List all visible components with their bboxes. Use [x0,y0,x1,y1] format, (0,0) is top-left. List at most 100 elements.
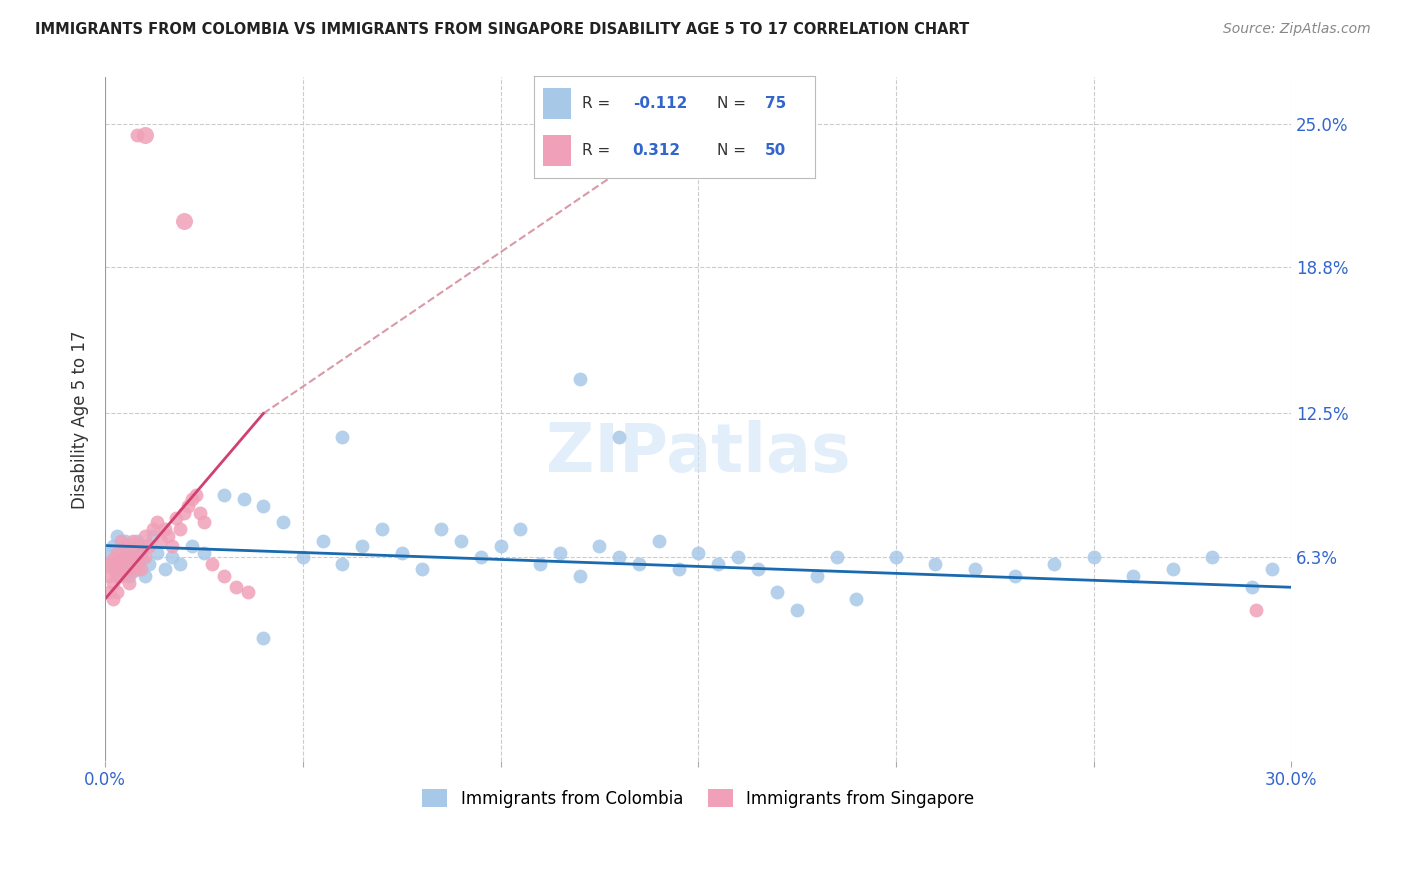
Point [201,557,224,571]
Point [568,568,591,582]
Point [134,128,156,143]
Point [101,557,124,571]
Point [169,522,191,536]
Point [252,499,274,513]
Point [114,533,136,548]
Point [232,492,254,507]
Point [588,539,610,553]
Point [727,550,749,565]
Point [101,575,124,590]
Legend: Immigrants from Colombia, Immigrants from Singapore: Immigrants from Colombia, Immigrants fro… [416,783,981,814]
Point [114,562,136,576]
Point [105,568,128,582]
Point [114,550,136,565]
Point [110,568,132,582]
Point [548,545,571,559]
Point [129,545,152,559]
Point [110,533,132,548]
Point [153,562,176,576]
Point [181,539,204,553]
Point [252,632,274,646]
Point [193,516,215,530]
Point [105,557,128,571]
Point [568,372,591,386]
Text: IMMIGRANTS FROM COLOMBIA VS IMMIGRANTS FROM SINGAPORE DISABILITY AGE 5 TO 17 COR: IMMIGRANTS FROM COLOMBIA VS IMMIGRANTS F… [35,22,969,37]
Point [825,550,848,565]
Point [110,562,132,576]
Point [165,510,187,524]
Point [1201,550,1223,565]
Point [371,522,394,536]
Point [118,575,141,590]
Point [110,545,132,559]
Point [607,550,630,565]
Point [766,585,789,599]
Point [101,591,124,606]
Point [125,557,148,571]
Point [98,585,121,599]
Bar [543,88,571,119]
Point [212,568,235,582]
Point [236,585,259,599]
Point [1043,557,1066,571]
Point [142,529,165,543]
Point [1240,580,1263,594]
Point [271,516,294,530]
Point [450,533,472,548]
Point [1161,562,1184,576]
Y-axis label: Disability Age 5 to 17: Disability Age 5 to 17 [72,330,89,508]
Point [153,522,176,536]
Point [129,562,152,576]
Point [607,430,630,444]
Point [786,603,808,617]
Point [125,562,148,576]
Point [332,430,354,444]
Point [110,552,132,566]
Point [122,545,145,559]
Point [430,522,453,536]
Point [142,522,165,536]
Point [98,568,121,582]
Point [134,568,156,582]
Point [225,580,247,594]
Point [1122,568,1144,582]
Point [129,545,152,559]
Point [122,564,145,578]
Text: Source: ZipAtlas.com: Source: ZipAtlas.com [1223,22,1371,37]
Point [627,557,650,571]
Text: N =: N = [717,96,751,111]
Point [118,562,141,576]
Point [509,522,531,536]
Point [648,533,671,548]
Point [118,568,141,582]
Text: 0.312: 0.312 [633,144,681,158]
Point [138,557,160,571]
Point [1004,568,1026,582]
Point [177,499,200,513]
Point [134,529,156,543]
Text: 75: 75 [765,96,786,111]
Point [134,550,156,565]
Point [122,533,145,548]
Point [125,539,148,553]
Point [470,550,492,565]
Bar [543,136,571,166]
Point [1083,550,1105,565]
Point [162,539,184,553]
Point [924,557,946,571]
Point [311,533,333,548]
Point [489,539,512,553]
Point [291,550,314,565]
Point [188,506,211,520]
Point [122,550,145,565]
Point [138,539,160,553]
Point [101,552,124,566]
Point [688,545,710,559]
Point [105,568,128,582]
Point [101,539,124,553]
Point [747,562,769,576]
Point [118,539,141,553]
Point [134,539,156,553]
Point [125,128,148,143]
Point [122,552,145,566]
